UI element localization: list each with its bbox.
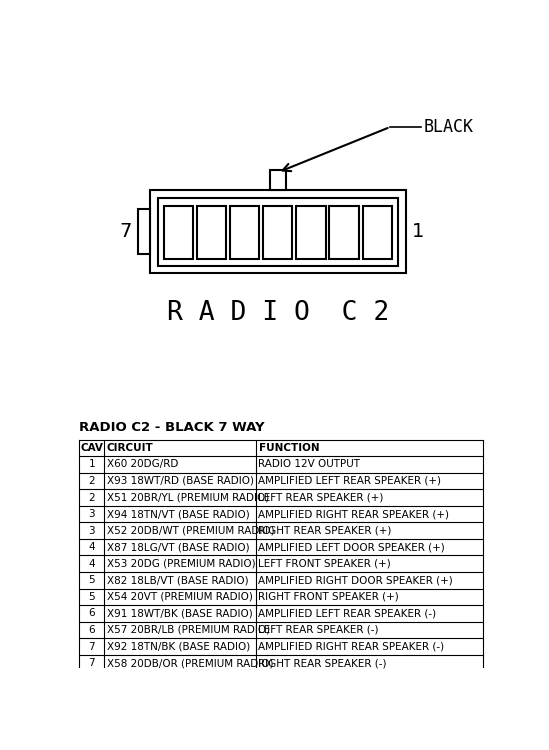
Text: X91 18WT/BK (BASE RADIO): X91 18WT/BK (BASE RADIO) xyxy=(107,608,253,619)
Text: X93 18WT/RD (BASE RADIO): X93 18WT/RD (BASE RADIO) xyxy=(107,476,254,486)
Text: CIRCUIT: CIRCUIT xyxy=(107,442,153,453)
Text: BLACK: BLACK xyxy=(424,118,474,136)
Text: CAV: CAV xyxy=(81,442,103,453)
Text: RADIO 12V OUTPUT: RADIO 12V OUTPUT xyxy=(259,460,361,470)
Text: LEFT REAR SPEAKER (-): LEFT REAR SPEAKER (-) xyxy=(259,625,379,635)
Bar xyxy=(197,206,226,260)
Text: X51 20BR/YL (PREMIUM RADIO): X51 20BR/YL (PREMIUM RADIO) xyxy=(107,493,269,502)
Text: 1: 1 xyxy=(412,222,424,242)
Text: 3: 3 xyxy=(88,526,95,536)
Bar xyxy=(138,209,150,254)
Bar xyxy=(296,206,326,260)
Text: 5: 5 xyxy=(88,592,95,602)
Bar xyxy=(230,206,259,260)
Text: 3: 3 xyxy=(88,509,95,519)
Text: 7: 7 xyxy=(88,641,95,652)
Text: LEFT FRONT SPEAKER (+): LEFT FRONT SPEAKER (+) xyxy=(259,559,391,568)
Bar xyxy=(158,198,398,266)
Text: RADIO C2 - BLACK 7 WAY: RADIO C2 - BLACK 7 WAY xyxy=(80,421,265,434)
Text: 5: 5 xyxy=(88,575,95,585)
Text: 6: 6 xyxy=(88,625,95,635)
Bar xyxy=(264,206,293,260)
Text: RIGHT REAR SPEAKER (+): RIGHT REAR SPEAKER (+) xyxy=(259,526,392,536)
Text: AMPLIFIED LEFT REAR SPEAKER (-): AMPLIFIED LEFT REAR SPEAKER (-) xyxy=(259,608,436,619)
Bar xyxy=(270,170,285,190)
Text: 6: 6 xyxy=(88,608,95,619)
Text: AMPLIFIED RIGHT REAR SPEAKER (-): AMPLIFIED RIGHT REAR SPEAKER (-) xyxy=(259,641,445,652)
Text: 2: 2 xyxy=(88,476,95,486)
Text: X52 20DB/WT (PREMIUM RADIO): X52 20DB/WT (PREMIUM RADIO) xyxy=(107,526,274,536)
Text: X82 18LB/VT (BASE RADIO): X82 18LB/VT (BASE RADIO) xyxy=(107,575,248,585)
Text: RIGHT FRONT SPEAKER (+): RIGHT FRONT SPEAKER (+) xyxy=(259,592,399,602)
Text: AMPLIFIED RIGHT REAR SPEAKER (+): AMPLIFIED RIGHT REAR SPEAKER (+) xyxy=(259,509,450,519)
Text: RIGHT REAR SPEAKER (-): RIGHT REAR SPEAKER (-) xyxy=(259,658,387,668)
Text: X54 20VT (PREMIUM RADIO): X54 20VT (PREMIUM RADIO) xyxy=(107,592,253,602)
Text: AMPLIFIED RIGHT DOOR SPEAKER (+): AMPLIFIED RIGHT DOOR SPEAKER (+) xyxy=(259,575,453,585)
Bar xyxy=(150,190,406,273)
Text: R A D I O  C 2: R A D I O C 2 xyxy=(167,300,389,326)
Text: X58 20DB/OR (PREMIUM RADIO): X58 20DB/OR (PREMIUM RADIO) xyxy=(107,658,273,668)
Text: X57 20BR/LB (PREMIUM RADIO): X57 20BR/LB (PREMIUM RADIO) xyxy=(107,625,270,635)
Text: 4: 4 xyxy=(88,559,95,568)
Text: AMPLIFIED LEFT DOOR SPEAKER (+): AMPLIFIED LEFT DOOR SPEAKER (+) xyxy=(259,542,445,552)
Text: X87 18LG/VT (BASE RADIO): X87 18LG/VT (BASE RADIO) xyxy=(107,542,249,552)
Text: X53 20DG (PREMIUM RADIO): X53 20DG (PREMIUM RADIO) xyxy=(107,559,255,568)
Text: 7: 7 xyxy=(119,222,131,242)
Text: LEFT REAR SPEAKER (+): LEFT REAR SPEAKER (+) xyxy=(259,493,384,502)
Text: FUNCTION: FUNCTION xyxy=(259,442,319,453)
Text: AMPLIFIED LEFT REAR SPEAKER (+): AMPLIFIED LEFT REAR SPEAKER (+) xyxy=(259,476,441,486)
Text: X94 18TN/VT (BASE RADIO): X94 18TN/VT (BASE RADIO) xyxy=(107,509,249,519)
Bar xyxy=(362,206,392,260)
Text: 4: 4 xyxy=(88,542,95,552)
Text: 7: 7 xyxy=(88,658,95,668)
Bar xyxy=(329,206,358,260)
Text: X60 20DG/RD: X60 20DG/RD xyxy=(107,460,178,470)
Bar xyxy=(164,206,193,260)
Text: X92 18TN/BK (BASE RADIO): X92 18TN/BK (BASE RADIO) xyxy=(107,641,250,652)
Text: 2: 2 xyxy=(88,493,95,502)
Text: 1: 1 xyxy=(88,460,95,470)
